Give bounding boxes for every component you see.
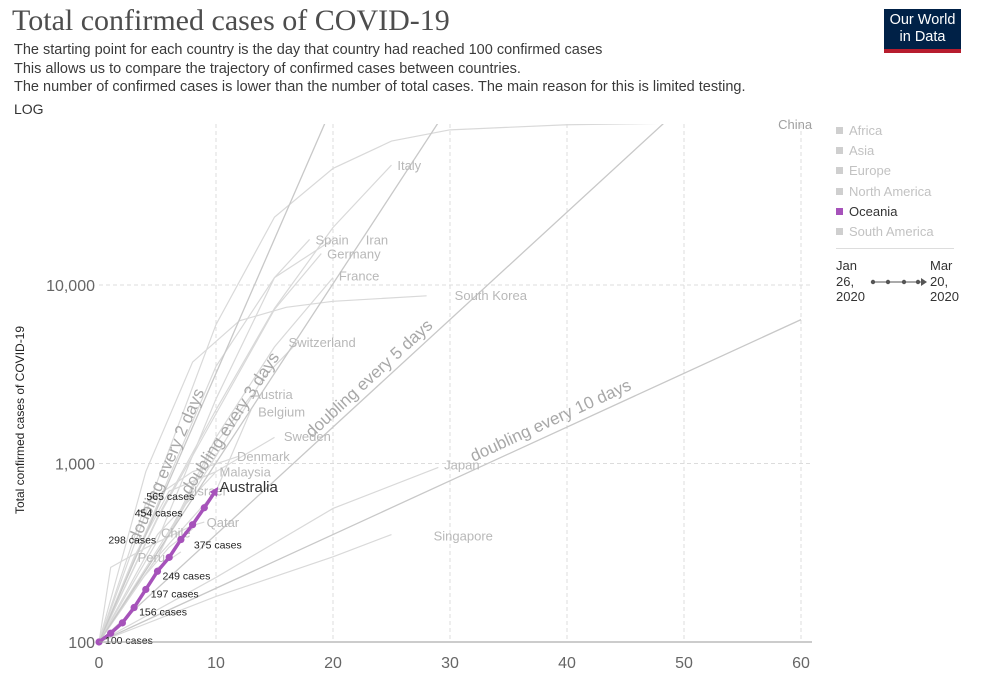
- series-line-switzerland: [99, 341, 299, 643]
- legend-divider: [836, 248, 954, 249]
- country-label-sweden: Sweden: [284, 429, 331, 444]
- legend-swatch: [836, 227, 843, 235]
- timeline-end-day: 20,: [930, 273, 949, 289]
- x-tick-label: 30: [441, 655, 459, 672]
- country-label-qatar: Qatar: [207, 515, 240, 530]
- data-point: [177, 535, 185, 544]
- legend-swatch: [836, 167, 843, 175]
- legend-swatch: [836, 147, 843, 155]
- legend-swatch: [836, 187, 843, 195]
- data-label: 565 cases: [146, 491, 194, 503]
- timeline-start-label[interactable]: Jan 26, 2020: [836, 258, 865, 305]
- data-point: [118, 619, 126, 627]
- series-line-malaysia: [99, 471, 217, 643]
- data-point: [142, 585, 150, 594]
- reference-line-10-days: [99, 319, 802, 643]
- country-label-france: France: [339, 269, 379, 284]
- data-point: [200, 504, 208, 512]
- data-point: [130, 603, 138, 612]
- x-tick-label: 40: [558, 655, 576, 672]
- series-line-spain: [99, 239, 311, 643]
- country-label-australia: Australia: [220, 479, 279, 496]
- reference-line-5-days: [99, 124, 664, 643]
- country-label-switzerland: Switzerland: [289, 335, 356, 350]
- legend: Africa Asia Europe North America Oceania…: [836, 122, 934, 243]
- data-point: [165, 553, 173, 561]
- country-label-austria: Austria: [252, 387, 293, 402]
- reference-label-10-days: doubling every 10 days: [467, 375, 634, 465]
- x-tick-label: 50: [675, 655, 693, 672]
- legend-item-africa[interactable]: Africa: [836, 122, 934, 142]
- y-tick-label: 100: [68, 635, 95, 652]
- data-point: [153, 567, 162, 575]
- series-line-japan: [99, 466, 439, 643]
- x-tick-label: 20: [324, 655, 342, 672]
- country-label-japan: Japan: [444, 458, 479, 473]
- data-label: 100 cases: [105, 635, 153, 647]
- timeline-end-year: 2020: [930, 289, 959, 304]
- logo-line-2: in Data: [899, 29, 946, 45]
- logo-line-1: Our World: [889, 12, 956, 28]
- x-tick-label: 60: [792, 655, 810, 672]
- subtitle-line-1: The starting point for each country is t…: [14, 42, 603, 58]
- reference-line-2-days: [99, 124, 326, 643]
- data-label: 156 cases: [139, 607, 187, 619]
- chart-title: Total confirmed cases of COVID-19: [12, 4, 450, 37]
- data-label: 197 cases: [151, 588, 199, 600]
- country-label-italy: Italy: [397, 158, 421, 173]
- subtitle-line-3: The number of confirmed cases is lower t…: [14, 79, 746, 95]
- data-label: 375 cases: [194, 540, 242, 552]
- legend-swatch: [836, 207, 843, 215]
- country-label-iran: Iran: [366, 232, 388, 247]
- x-tick-label: 0: [95, 655, 104, 672]
- legend-item-europe[interactable]: Europe: [836, 162, 934, 182]
- log-scale-toggle[interactable]: LOG: [14, 101, 44, 117]
- series-line-qatar: [99, 521, 205, 643]
- legend-item-north-america[interactable]: North America: [836, 183, 934, 203]
- legend-label: South America: [849, 223, 934, 239]
- country-label-spain: Spain: [315, 232, 348, 247]
- country-label-south-korea: South Korea: [455, 288, 528, 303]
- country-label-peru: Peru: [138, 550, 165, 565]
- country-label-singapore: Singapore: [434, 529, 493, 544]
- timeline-slider[interactable]: [868, 274, 930, 290]
- x-tick-label: 10: [207, 655, 225, 672]
- series-line-singapore: [99, 533, 392, 643]
- timeline-end-label[interactable]: Mar 20, 2020: [930, 258, 959, 305]
- legend-label: Europe: [849, 163, 891, 179]
- legend-label: Africa: [849, 123, 883, 138]
- y-tick-label: 10,000: [46, 278, 95, 295]
- reference-line-3-days: [99, 124, 439, 643]
- subtitle-line-2: This allows us to compare the trajectory…: [14, 61, 521, 77]
- country-label-germany: Germany: [327, 247, 381, 262]
- legend-label: North America: [849, 183, 932, 199]
- legend-item-oceania[interactable]: Oceania: [836, 203, 934, 223]
- legend-swatch: [836, 127, 843, 134]
- country-label-china: China: [778, 117, 813, 132]
- data-label: 454 cases: [135, 508, 183, 520]
- timeline-end-month: Mar: [930, 258, 953, 273]
- data-point: [189, 521, 197, 529]
- timeline-start-month: Jan: [836, 258, 857, 273]
- timeline-start-year: 2020: [836, 289, 865, 304]
- data-label: 298 cases: [108, 534, 156, 546]
- country-label-denmark: Denmark: [237, 449, 290, 464]
- data-point: [107, 629, 115, 637]
- country-label-malaysia: Malaysia: [220, 465, 272, 480]
- series-line-germany: [99, 253, 322, 643]
- y-tick-label: 1,000: [55, 457, 95, 474]
- country-label-belgium: Belgium: [258, 405, 305, 420]
- series-line-china: [99, 124, 660, 643]
- legend-label: Asia: [849, 143, 875, 159]
- series-line-belgium: [99, 409, 252, 643]
- legend-item-south-america[interactable]: South America: [836, 223, 934, 243]
- legend-label: Oceania: [849, 203, 898, 219]
- timeline-start-day: 26,: [836, 273, 855, 289]
- legend-item-asia[interactable]: Asia: [836, 142, 934, 162]
- owid-logo[interactable]: Our World in Data: [884, 9, 961, 53]
- data-label: 249 cases: [163, 570, 211, 582]
